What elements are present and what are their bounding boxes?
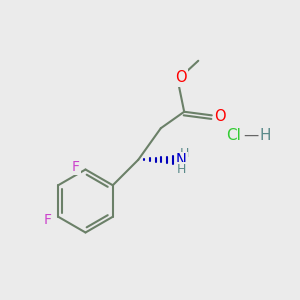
Text: H: H <box>179 147 189 160</box>
Text: H: H <box>176 163 186 176</box>
Text: O: O <box>175 70 186 85</box>
Text: —: — <box>243 128 258 142</box>
Text: H: H <box>260 128 271 142</box>
Text: Cl: Cl <box>226 128 242 142</box>
Text: O: O <box>214 110 226 124</box>
Text: F: F <box>44 213 52 227</box>
Text: N: N <box>176 153 187 168</box>
Text: F: F <box>72 160 80 174</box>
